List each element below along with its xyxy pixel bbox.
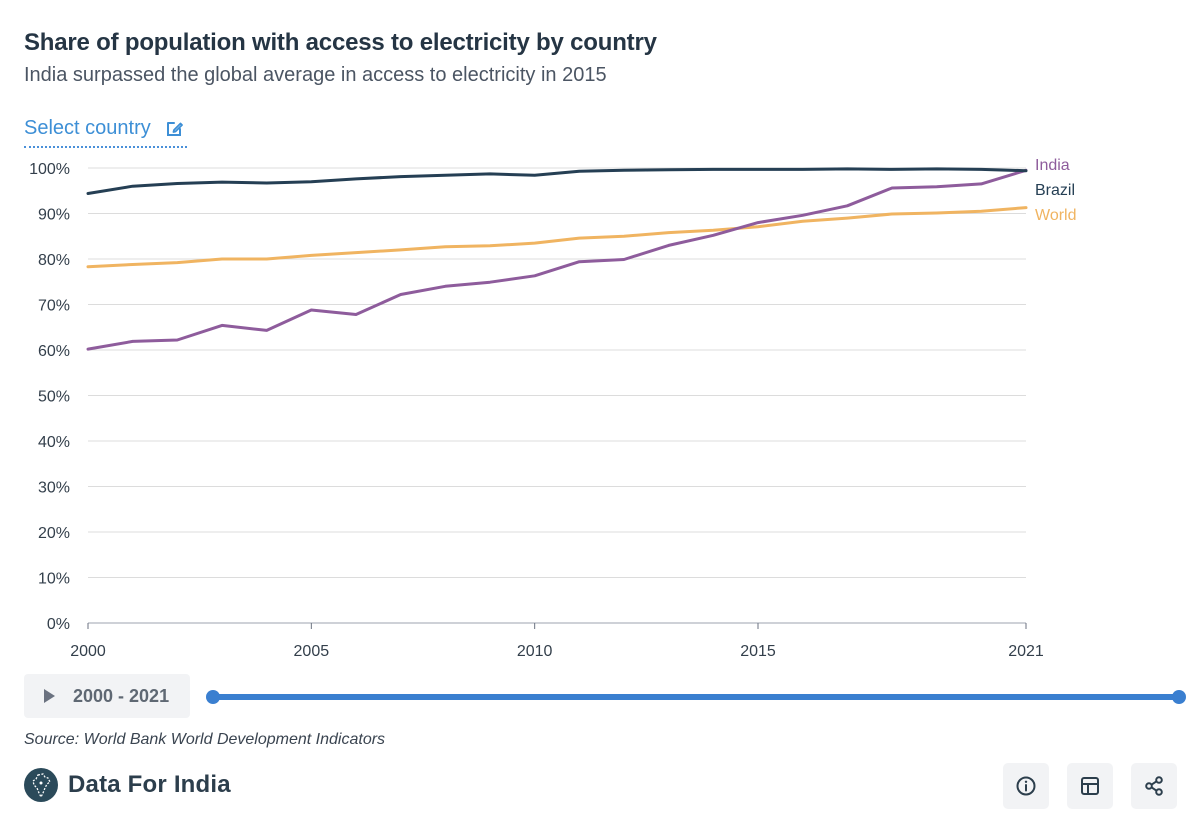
edit-icon (165, 118, 185, 138)
y-tick-label: 20% (38, 525, 70, 542)
x-tick-label: 2015 (740, 643, 776, 660)
info-button[interactable] (1003, 763, 1049, 809)
line-chart: 0% 10% 20% 30% 40% 50% 60% 70% 80% 90% 100% 2000 200… (29, 157, 1077, 660)
table-view-button[interactable] (1067, 763, 1113, 809)
y-tick-label: 0% (47, 616, 70, 633)
select-country-label: Select country (24, 116, 151, 139)
y-tick-label: 60% (38, 343, 70, 360)
x-tick-label: 2021 (1008, 643, 1044, 660)
series-line-world (86, 206, 1028, 269)
slider-start-handle[interactable] (206, 690, 220, 704)
series-line-india (86, 168, 1028, 351)
india-map-logo-icon (24, 768, 58, 802)
info-icon (1016, 776, 1036, 796)
year-range-slider[interactable] (206, 690, 1186, 704)
play-range-button[interactable]: 2000 - 2021 (24, 674, 190, 718)
y-tick-label: 50% (38, 389, 70, 406)
brand: Data For India (24, 768, 231, 802)
share-icon (1145, 776, 1163, 796)
x-tick-label: 2010 (517, 643, 553, 660)
slider-track (213, 694, 1179, 700)
range-label: 2000 - 2021 (73, 685, 170, 706)
select-country-button[interactable]: Select country (24, 110, 187, 148)
y-tick-label: 100% (29, 161, 70, 178)
y-tick-label: 10% (38, 571, 70, 588)
brand-name: Data For India (68, 771, 231, 798)
x-tick-label: 2000 (70, 643, 106, 660)
y-tick-label: 70% (38, 298, 70, 315)
y-tick-label: 40% (38, 434, 70, 451)
legend-label-world: World (1035, 207, 1077, 224)
play-icon (44, 689, 55, 703)
y-tick-label: 90% (38, 207, 70, 224)
y-tick-label: 80% (38, 252, 70, 269)
table-icon (1081, 777, 1099, 795)
x-tick-label: 2005 (294, 643, 330, 660)
source-note: Source: World Bank World Development Ind… (24, 731, 386, 748)
y-tick-label: 30% (38, 480, 70, 497)
share-button[interactable] (1131, 763, 1177, 809)
chart-title: Share of population with access to elect… (24, 29, 657, 56)
series-line-brazil (86, 167, 1028, 195)
legend-label-india: India (1035, 157, 1070, 174)
chart-subtitle: India surpassed the global average in ac… (24, 64, 607, 86)
slider-end-handle[interactable] (1172, 690, 1186, 704)
legend-label-brazil: Brazil (1035, 182, 1075, 199)
